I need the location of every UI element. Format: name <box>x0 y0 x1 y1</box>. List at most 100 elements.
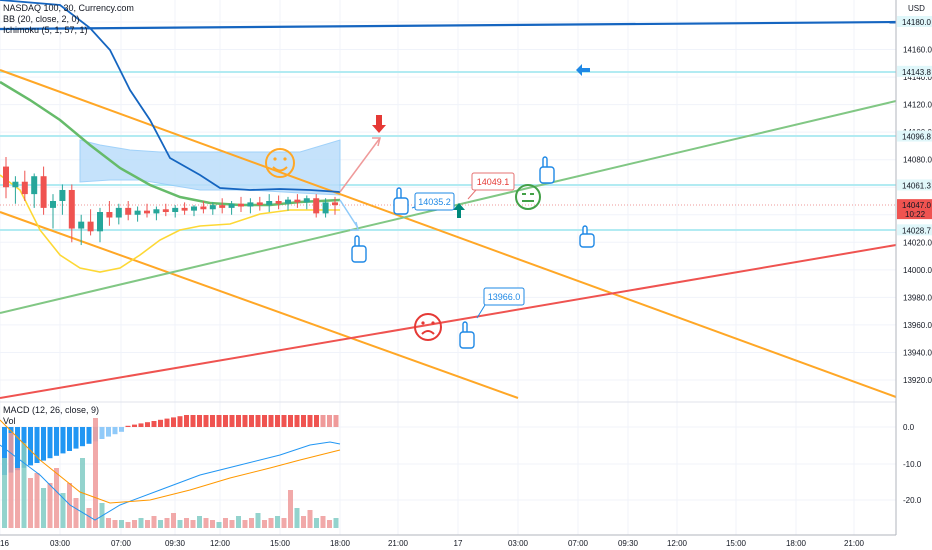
time-tick-label: 09:30 <box>165 539 186 548</box>
price-axis[interactable]: 14180.014160.014140.014120.014100.014080… <box>895 0 932 535</box>
volume-bar <box>327 520 332 528</box>
macd-bar <box>86 427 92 444</box>
candle-body <box>191 206 197 211</box>
smiley-neutral-icon <box>515 184 541 210</box>
projection-down-head <box>350 221 359 231</box>
macd-tick-label: 0.0 <box>903 423 915 432</box>
symbol-title[interactable]: NASDAQ 100, 30, Currency.com <box>3 3 134 13</box>
price-badge-label: 14143.8 <box>902 68 931 77</box>
price-badge-label: 14096.8 <box>902 133 931 142</box>
indicator-bb[interactable]: BB (20, close, 2, 0) <box>3 14 80 24</box>
volume-bar <box>314 518 319 528</box>
macd-bar <box>307 415 313 427</box>
price-badge <box>897 16 932 27</box>
macd-bar <box>320 415 326 427</box>
volume-bar <box>2 458 7 528</box>
macd-bar <box>67 427 72 451</box>
macd-bar <box>294 415 300 427</box>
price-tick-label: 13960.0 <box>903 321 932 330</box>
price-tick-label: 14080.0 <box>903 156 932 165</box>
macd-bar <box>145 422 150 427</box>
volume-bar <box>262 520 267 528</box>
projection-down <box>339 199 359 229</box>
signal-line <box>0 419 341 504</box>
volume-bar <box>151 516 157 528</box>
macd-bar <box>314 415 319 427</box>
arrow-up-icon <box>453 203 465 218</box>
time-tick-label: 21:00 <box>844 539 865 548</box>
volume-bar <box>171 513 176 528</box>
projection-up <box>339 137 381 193</box>
macd-bar <box>301 415 306 427</box>
candle-body <box>68 189 75 229</box>
volume-bar <box>73 498 79 528</box>
candles <box>3 156 338 246</box>
volume-bar <box>294 508 300 528</box>
volume-bar <box>67 483 72 528</box>
time-tick-label: 16 <box>0 539 9 548</box>
price-tick-label: 13980.0 <box>903 293 932 302</box>
volume-bar <box>41 488 46 528</box>
volume-bar <box>301 516 306 528</box>
candle-body <box>12 181 19 188</box>
indicator-vol[interactable]: Vol <box>3 416 16 426</box>
macd-bar <box>2 427 7 475</box>
macd-bar <box>249 415 254 427</box>
macd-bar <box>327 415 332 427</box>
candle-body <box>40 176 47 208</box>
hand-pointer-icon <box>351 235 367 263</box>
candle-body <box>200 206 207 210</box>
price-tick-label: 13940.0 <box>903 348 932 357</box>
annotations[interactable]: 14035.2 14049.1 13966.0 <box>265 64 595 349</box>
candle-body <box>97 212 103 232</box>
macd-bar <box>281 415 287 427</box>
volume-bar <box>223 518 228 528</box>
price-badge <box>897 65 932 77</box>
macd-bar <box>15 427 20 471</box>
volume-bar <box>8 433 14 528</box>
indicator-macd[interactable]: MACD (12, 26, close, 9) <box>3 405 100 415</box>
candle-body <box>59 189 66 201</box>
indicator-ichimoku[interactable]: Ichimoku (5, 1, 57, 1) <box>3 25 88 35</box>
arrow-left-icon <box>576 64 590 76</box>
volume-bar <box>229 520 235 528</box>
hand-pointer-icon <box>393 187 409 215</box>
volume-bar <box>288 490 293 528</box>
time-tick-label: 03:00 <box>508 539 529 548</box>
candle-body <box>219 205 226 208</box>
hand-pointer-icon <box>459 321 475 349</box>
arrow-down-icon <box>372 115 386 133</box>
price-badge-label: 14061.3 <box>902 181 931 190</box>
time-tick-label: 07:00 <box>111 539 132 548</box>
macd-bar <box>255 415 261 427</box>
volume-bar <box>242 520 248 528</box>
macd-bar <box>119 427 124 432</box>
macd-bar <box>262 415 267 427</box>
price-tick-label: 13920.0 <box>903 376 932 385</box>
price-callout-blue-1: 14035.2 <box>411 192 455 211</box>
candle-body <box>303 198 310 203</box>
candle-body <box>285 199 291 204</box>
macd-bar <box>288 415 293 427</box>
volume-bar <box>15 468 20 528</box>
macd-bar <box>125 425 131 427</box>
time-tick-label: 07:00 <box>568 539 589 548</box>
macd-bar <box>164 418 170 427</box>
macd-bar <box>34 427 40 463</box>
macd-legend: MACD (12, 26, close, 9) Vol <box>3 405 99 427</box>
volume-bar <box>132 520 137 528</box>
price-callout-text: 14035.2 <box>418 197 451 207</box>
trend-line-orange-2 <box>0 211 519 399</box>
volume-bar <box>47 483 53 528</box>
macd-bar <box>106 427 111 437</box>
macd-bar <box>203 415 209 427</box>
macd-bar <box>242 415 248 427</box>
volume-bar <box>216 522 222 528</box>
candle-body <box>162 209 169 213</box>
time-axis[interactable]: 16 03:00 07:00 09:30 12:00 15:00 18:00 21:00 17 0… <box>0 534 896 548</box>
volume-bar <box>255 513 261 528</box>
candle-body <box>50 201 56 208</box>
candle-body <box>256 202 263 206</box>
macd-bar <box>210 415 215 427</box>
